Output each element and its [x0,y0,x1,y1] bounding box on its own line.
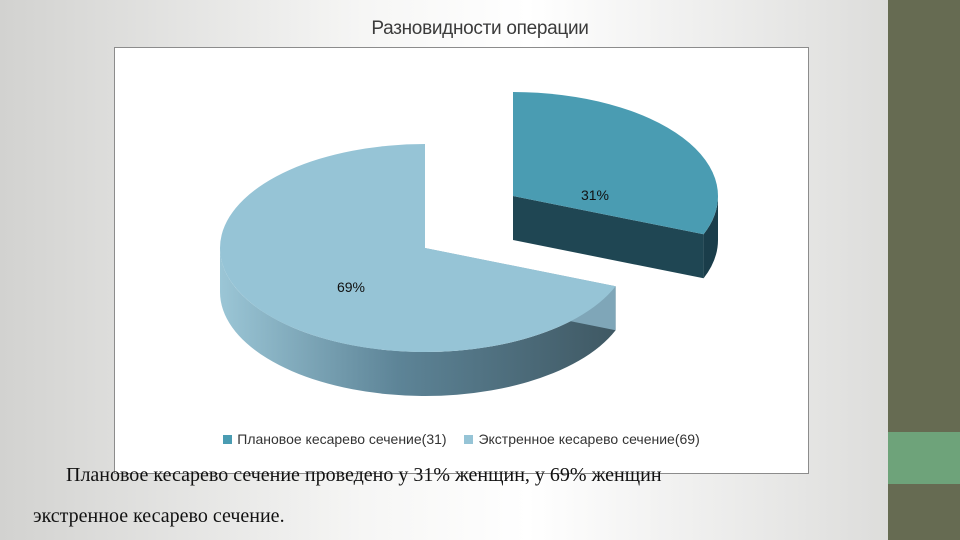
right-accent-block [888,432,960,484]
slide-title: Разновидности операции [371,18,589,39]
legend-swatch-emergency [464,435,474,444]
pie-slice-face-planned [513,196,704,279]
slice-label-emergency: 69% [337,279,365,295]
legend-swatch-planned [223,435,233,444]
legend-item-emergency: Экстренное кесарево сечение(69) [464,431,700,447]
legend-label-planned: Плановое кесарево сечение(31) [237,431,447,447]
body-text-line-2: экстренное кесарево сечение. [33,505,285,527]
pie-slice-side-planned [703,196,718,279]
pie-slice-emergency [219,144,616,352]
chart-frame: 31% 69% Плановое кесарево сечение(31) Эк… [114,47,809,474]
pie-slice-side-emergency [220,248,616,396]
legend-label-emergency: Экстренное кесарево сечение(69) [478,431,700,447]
body-text-line-1: Плановое кесарево сечение проведено у 31… [66,464,662,486]
pie-chart: 31% 69% [219,92,719,396]
chart-legend: Плановое кесарево сечение(31) Экстренное… [115,431,808,447]
legend-item-planned: Плановое кесарево сечение(31) [223,431,447,447]
slice-label-planned: 31% [581,187,609,203]
pie-slice-planned [513,92,719,235]
